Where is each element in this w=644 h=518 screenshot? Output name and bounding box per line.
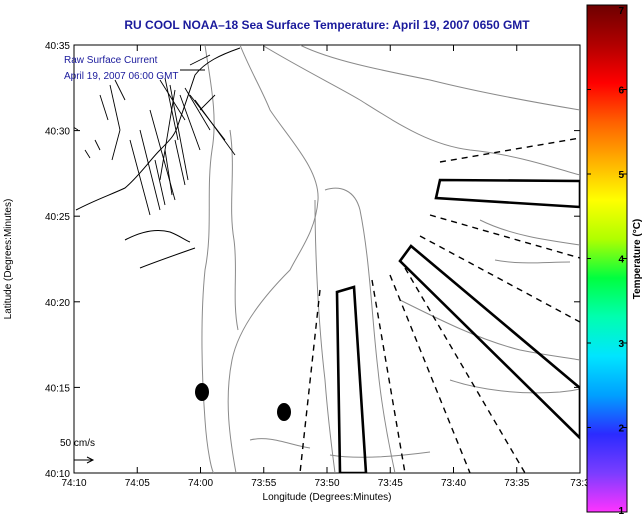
current-vector	[159, 89, 176, 181]
x-tick-label: 73:50	[314, 478, 339, 489]
coverage-box	[398, 244, 580, 440]
contour-line-east	[494, 259, 571, 264]
current-vector	[114, 79, 126, 101]
station-marker	[195, 383, 209, 401]
current-vector	[164, 149, 173, 196]
x-axis-ticks: 74:10 74:05 74:00 73:55 73:50 73:45 73:40 73:35…	[61, 45, 590, 489]
colorbar-tick-label: 3	[618, 339, 624, 350]
x-tick-label: 73:35	[504, 478, 529, 489]
y-axis-ticks: 40:35 40:30 40:25 40:20 40:15 40:10	[45, 41, 580, 480]
contour-line-inner	[201, 45, 215, 473]
contour-line-mid	[227, 45, 319, 473]
current-vector	[179, 94, 201, 151]
current-vector	[154, 159, 166, 206]
x-axis-label: Longitude (Degrees:Minutes)	[263, 492, 392, 503]
current-vector	[189, 54, 211, 66]
contour-line-north-ne	[479, 219, 580, 246]
x-tick-label: 73:55	[251, 478, 276, 489]
x-tick-label: 73:45	[378, 478, 403, 489]
x-tick-label: 74:10	[61, 478, 86, 489]
contour-line-wiggle	[229, 129, 239, 331]
colorbar-tick-label: 6	[618, 86, 624, 97]
bathymetry-contours	[201, 45, 580, 473]
contour-line-offshore	[399, 299, 580, 361]
radial-line	[439, 137, 580, 163]
coastline	[75, 47, 241, 269]
contour-line-canyon	[324, 187, 396, 473]
colorbar-tick-label: 5	[618, 170, 624, 181]
contour-line-canyon-2	[314, 199, 336, 473]
colorbar-tick-label: 7	[618, 6, 624, 17]
current-vector	[129, 139, 151, 216]
y-tick-label: 40:30	[45, 127, 70, 138]
colorbar-ticks: 7 6 5 4 3 2 1	[587, 4, 627, 517]
legend-current-time: April 19, 2007 06:00 GMT	[64, 71, 179, 82]
radial-line	[389, 274, 471, 473]
radial-line	[429, 214, 580, 259]
y-tick-label: 40:25	[45, 212, 70, 223]
radial-line	[419, 235, 580, 323]
coverage-box	[335, 285, 368, 473]
contour-line-shelf-2	[261, 45, 580, 176]
current-vector	[74, 126, 79, 131]
colorbar-tick-label: 1	[618, 506, 624, 517]
x-tick-label: 74:00	[188, 478, 213, 489]
x-tick-label: 73:3	[570, 478, 590, 489]
colorbar-tick-label: 2	[618, 424, 624, 435]
current-vector	[84, 149, 91, 159]
coverage-polygons	[335, 178, 580, 473]
y-tick-label: 40:35	[45, 41, 70, 52]
radial-line	[299, 289, 321, 473]
current-vector	[109, 84, 121, 131]
y-tick-label: 40:20	[45, 298, 70, 309]
legend-scale-label: 50 cm/s	[60, 438, 95, 449]
y-tick-label: 40:10	[45, 469, 70, 480]
current-vector	[111, 129, 121, 161]
current-vector	[94, 139, 101, 151]
x-tick-label: 74:05	[125, 478, 150, 489]
current-vector	[99, 94, 109, 121]
y-axis-label: Latitude (Degrees:Minutes)	[3, 199, 14, 320]
current-vector	[194, 99, 236, 156]
surface-current-vectors	[74, 54, 236, 216]
current-vector	[199, 94, 216, 111]
map-content	[74, 45, 580, 473]
coverage-box	[434, 178, 580, 209]
x-tick-label: 73:40	[441, 478, 466, 489]
radial-dashed-lines	[299, 137, 580, 473]
station-marker	[277, 403, 291, 421]
colorbar-label: Temperature (°C)	[632, 219, 643, 300]
map-title: RU COOL NOAA–18 Sea Surface Temperature:…	[124, 18, 530, 32]
colorbar-tick-label: 4	[618, 255, 624, 266]
plot-frame	[73, 44, 581, 474]
contour-line-shelf	[299, 45, 580, 111]
current-vector	[139, 129, 161, 211]
y-tick-label: 40:15	[45, 383, 70, 394]
current-vector	[174, 139, 186, 186]
current-vector	[184, 87, 211, 131]
legend-current-label: Raw Surface Current	[64, 55, 158, 66]
current-scale-arrowhead	[86, 456, 95, 464]
